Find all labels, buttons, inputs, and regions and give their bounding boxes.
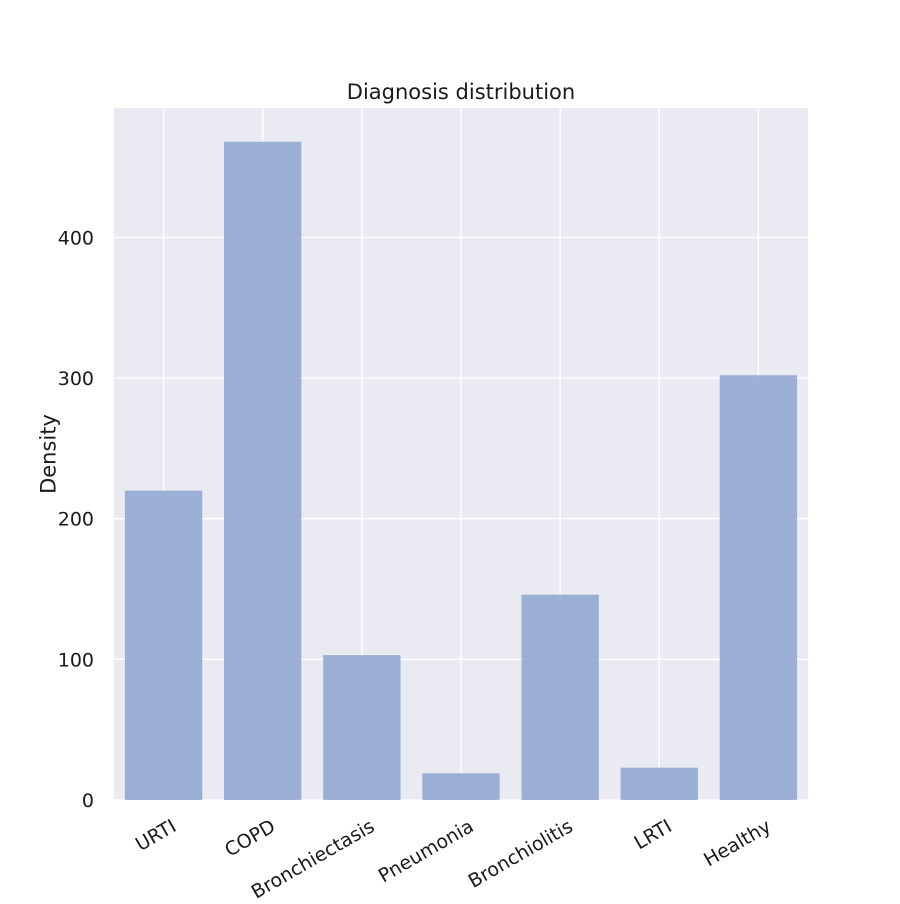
y-tick-label: 100	[58, 649, 94, 671]
y-tick-label: 300	[58, 368, 94, 390]
bar-pneumonia	[422, 773, 500, 800]
x-axis-ticks: URTI COPDBronchiectasisPneumoniaBronchiol…	[132, 815, 775, 903]
x-tick-label: URTI	[132, 815, 180, 856]
y-tick-label: 400	[58, 227, 94, 249]
x-tick-label: LRTI	[630, 815, 675, 854]
bar-lrti	[620, 767, 698, 800]
x-tick-label: Pneumonia	[375, 815, 478, 887]
bar-copd	[224, 141, 302, 800]
chart-title: Diagnosis distribution	[347, 80, 575, 104]
bar-healthy	[719, 375, 798, 800]
y-axis-label: Density	[36, 414, 60, 494]
y-axis-ticks: 0 100 200 300 400	[58, 227, 94, 812]
x-tick-label: COPD	[221, 815, 279, 861]
y-tick-label: 0	[82, 790, 94, 812]
y-tick-label: 200	[58, 509, 94, 531]
x-tick-label: Healthy	[700, 815, 775, 871]
bar-bronchiolitis	[521, 594, 599, 800]
x-tick-label: Bronchiolitis	[465, 815, 577, 892]
bars	[124, 141, 798, 800]
bar-urti	[124, 490, 203, 800]
bar-bronchiectasis	[323, 655, 401, 800]
